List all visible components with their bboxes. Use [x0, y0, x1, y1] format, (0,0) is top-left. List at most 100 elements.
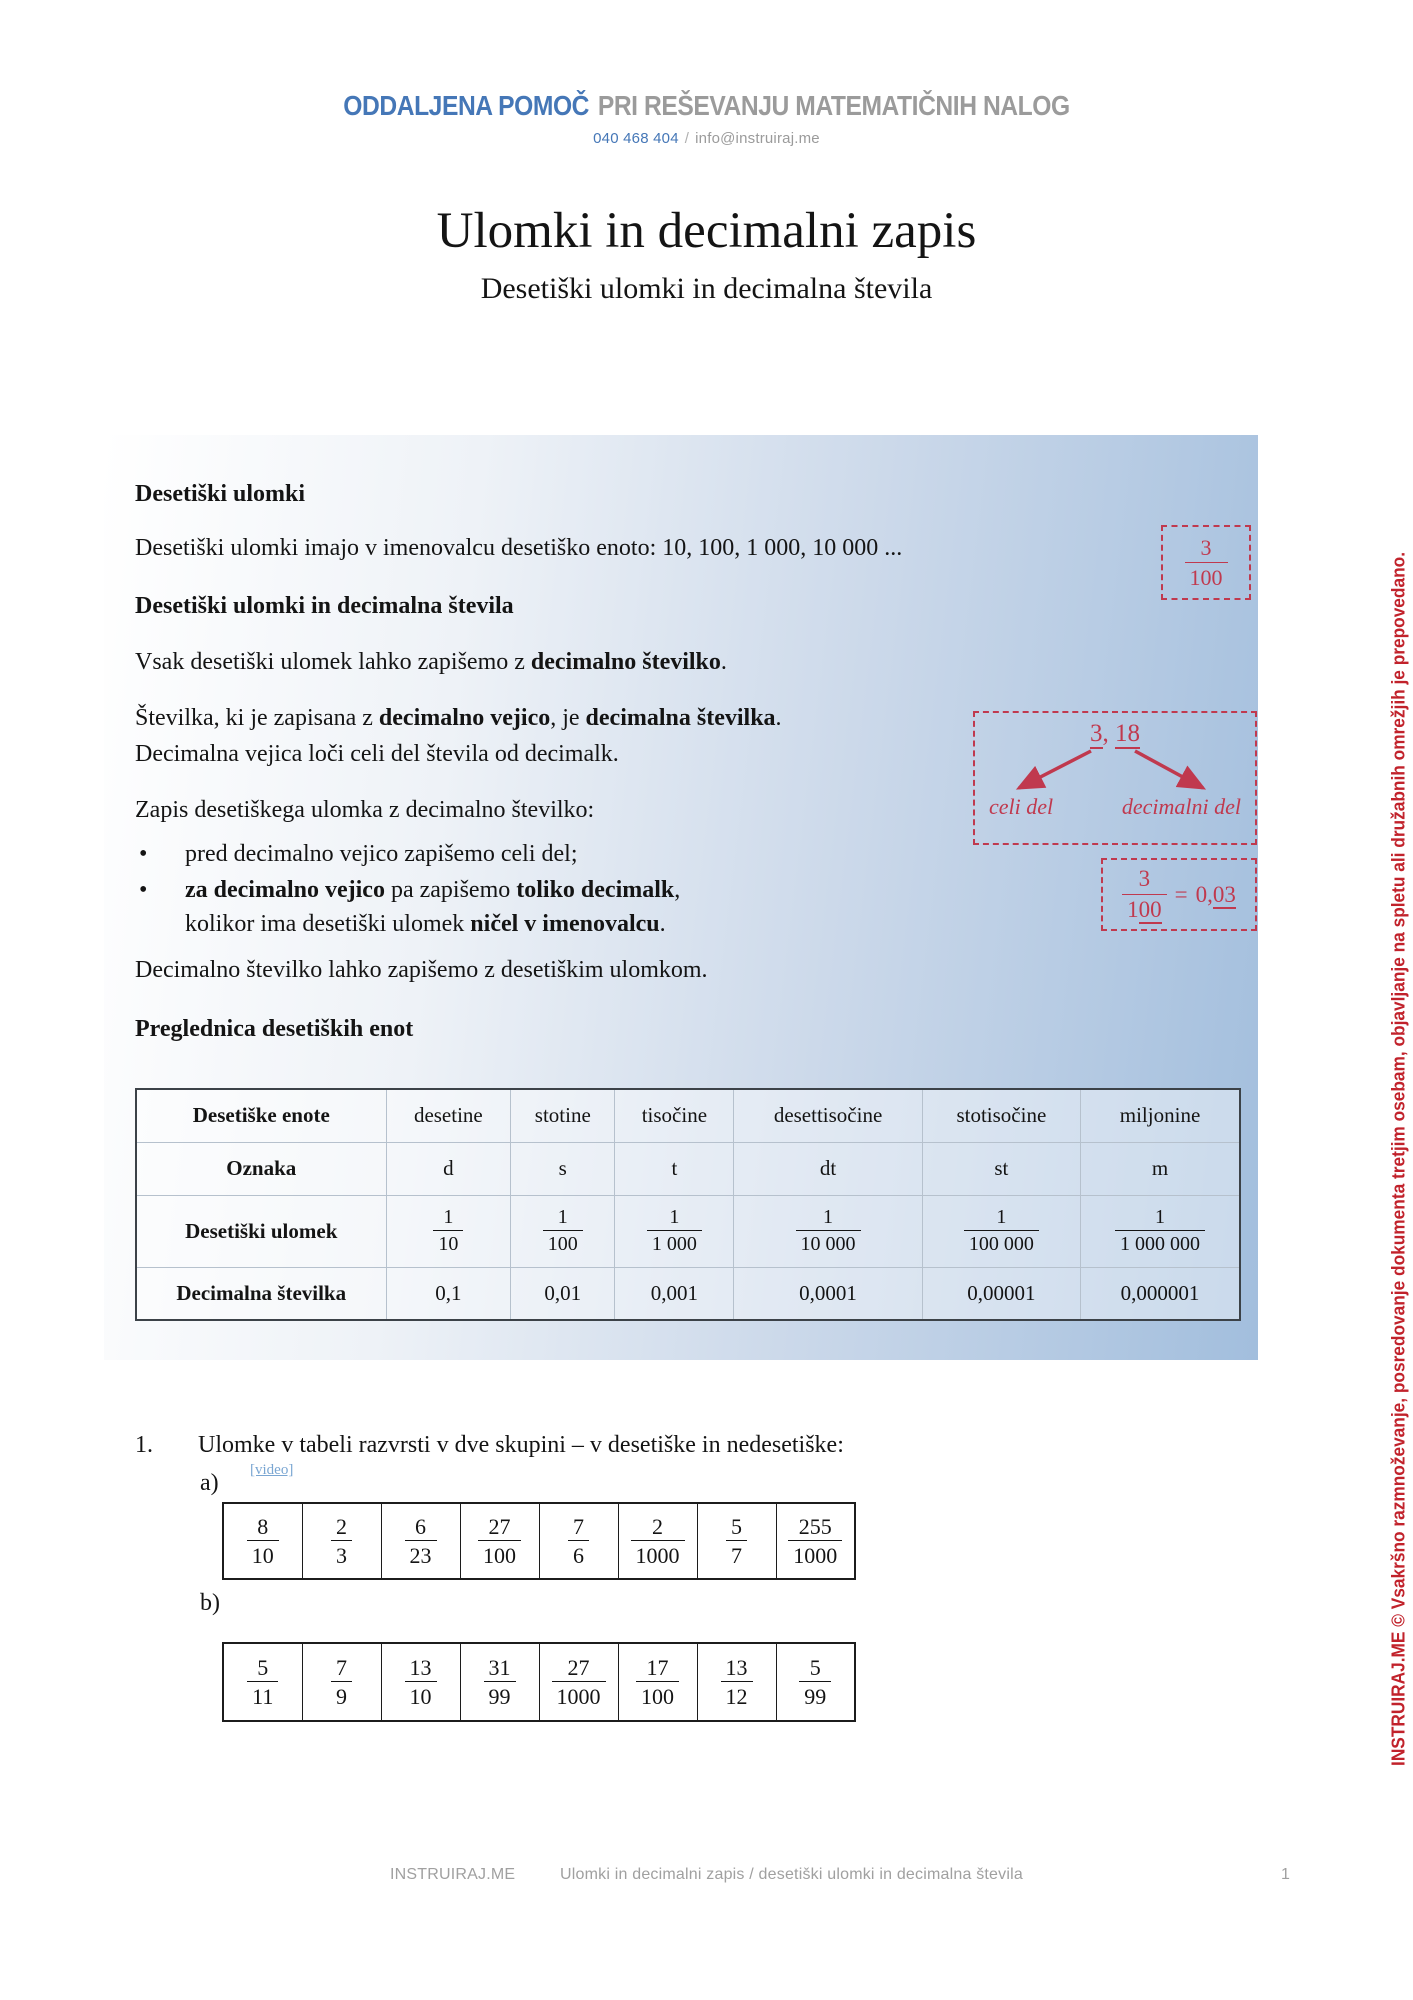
decimal-number-diagram: 3, 18 celi del decimalni del	[973, 711, 1257, 845]
text-run: Vsak desetiški ulomek lahko zapišemo z	[135, 649, 531, 675]
fraction-denominator: 11	[247, 1681, 279, 1711]
row-label: Desetiške enote	[135, 1088, 387, 1143]
diagram-labels: celi del decimalni del	[975, 794, 1255, 820]
fraction-numerator: 5	[809, 1654, 821, 1680]
fraction-denominator: 100 000	[963, 1230, 1039, 1257]
bullet-item: • za decimalno vejico pa zapišemo toliko…	[135, 873, 680, 941]
table-cell: 0,01	[510, 1266, 616, 1321]
paragraph: Decimalno številko lahko zapišemo z dese…	[135, 957, 708, 983]
fraction-numerator: 1	[823, 1206, 834, 1228]
footer-document-title: Ulomki in decimalni zapis / desetiški ul…	[560, 1866, 1023, 1883]
fraction-denominator: 23	[404, 1540, 437, 1570]
decimal-part: 18	[1115, 720, 1140, 749]
text-run: .	[720, 649, 727, 675]
fraction-numerator: 6	[415, 1513, 426, 1539]
fraction-denominator: 12	[720, 1681, 753, 1711]
table-cell: tisočine	[614, 1088, 735, 1143]
label-decimalni-del: decimalni del	[1121, 794, 1241, 819]
table-cell: m	[1080, 1141, 1241, 1196]
text-run-bold: ničel v imenovalcu	[470, 911, 660, 937]
fraction-numerator: 1	[443, 1206, 454, 1228]
table-cell: 31 99	[459, 1642, 540, 1722]
row-label: Desetiški ulomek	[135, 1194, 387, 1268]
table-row: Desetiški ulomek 1 10 1 100 1 1 000 1 10 000…	[135, 1194, 1241, 1268]
fraction-numerator: 255	[798, 1513, 832, 1539]
table-cell: stotisočine	[921, 1088, 1082, 1143]
fraction-denominator: 1000	[551, 1681, 606, 1711]
section-heading-preglednica: Preglednica desetiških enot	[135, 1016, 414, 1042]
brand-name: ODDALJENA POMOČ	[343, 90, 590, 121]
row-label: Decimalna številka	[135, 1266, 387, 1321]
fraction-denominator: 10	[246, 1540, 279, 1570]
text-run: .	[659, 911, 666, 937]
example-box-fraction-decimal: 3 100 = 0,03	[1101, 858, 1257, 931]
text-run-underlined: 03	[1212, 881, 1236, 909]
table-cell: 27 100	[459, 1502, 540, 1580]
fraction-numerator: 13	[409, 1654, 432, 1680]
page-subtitle: Desetiški ulomki in decimalna števila	[480, 272, 933, 305]
decimal-comma: ,	[1102, 720, 1115, 747]
fraction-numerator: 27	[488, 1513, 511, 1539]
exercise-part-b-label: b)	[200, 1590, 220, 1616]
fraction-denominator: 3	[331, 1540, 352, 1570]
fraction-denominator: 1000	[630, 1540, 685, 1570]
page-header: ODDALJENA POMOČ PRI REŠEVANJU MATEMATIČNI…	[0, 90, 1413, 147]
table-cell: t	[614, 1141, 735, 1196]
fraction-denominator: 1 000	[646, 1230, 702, 1257]
footer-page-number: 1	[1281, 1866, 1291, 1883]
fraction-numerator: 8	[257, 1513, 269, 1539]
page-title: Ulomki in decimalni zapis	[436, 203, 977, 259]
table-cell: dt	[733, 1141, 923, 1196]
fraction-numerator: 7	[336, 1654, 347, 1680]
fraction-numerator: 5	[257, 1654, 269, 1680]
text-run: 1	[1127, 896, 1139, 922]
arrow-down-right-icon	[1134, 749, 1207, 790]
fraction-numerator: 5	[731, 1513, 742, 1539]
fraction-denominator: 100	[1184, 561, 1228, 592]
table-cell: 1 100	[510, 1194, 616, 1268]
copyright-notice: INSTRUIRAJ.ME © Vsakršno razmnoževanje, …	[1389, 552, 1409, 1766]
table-cell: 27 1000	[538, 1642, 619, 1722]
bullet-item: • pred decimalno vejico zapišemo celi de…	[135, 837, 578, 871]
table-cell: 0,1	[385, 1266, 512, 1321]
text-run-bold: decimalno vejico	[378, 705, 551, 731]
table-cell: 0,001	[614, 1266, 735, 1321]
fraction-numerator: 17	[646, 1654, 669, 1680]
table-cell: 1 10 000	[733, 1194, 923, 1268]
table-cell: 13 10	[380, 1642, 461, 1722]
fraction: 3 100	[1122, 865, 1167, 925]
decimal-result: 0,03	[1196, 881, 1236, 909]
equals-sign: =	[1174, 881, 1188, 907]
table-cell: 1 100 000	[921, 1194, 1082, 1268]
table-cell: 0,00001	[921, 1266, 1082, 1321]
table-cell: st	[921, 1141, 1082, 1196]
text-run: kolikor ima desetiški ulomek	[185, 911, 471, 937]
text-run: .	[775, 705, 782, 731]
fraction-numerator: 3	[1200, 535, 1212, 560]
fraction-numerator: 27	[567, 1654, 590, 1680]
fraction-denominator: 6	[568, 1540, 589, 1570]
table-cell: 1 10	[385, 1194, 512, 1268]
fraction-numerator: 1	[557, 1206, 568, 1228]
video-link[interactable]: [video]	[250, 1462, 294, 1478]
diagram-number: 3, 18	[975, 713, 1255, 749]
table-cell: desettisočine	[733, 1088, 923, 1143]
table-cell: 6 23	[380, 1502, 461, 1580]
whole-part: 3	[1090, 720, 1103, 749]
fraction-numerator: 3	[1138, 865, 1151, 891]
table-row: Desetiške enote desetine stotine tisočin…	[135, 1088, 1241, 1143]
text-run: , je	[550, 705, 586, 731]
text-run: Številka, ki je zapisana z	[135, 705, 379, 731]
table-cell: 13 12	[696, 1642, 777, 1722]
contact-line: 040 468 404 / info@instruiraj.me	[0, 130, 1413, 147]
table-row: Decimalna številka 0,1 0,01 0,001 0,0001…	[135, 1266, 1241, 1321]
table-cell: 5 99	[775, 1642, 856, 1722]
email-address: info@instruiraj.me	[695, 130, 820, 147]
fraction-numerator: 2	[652, 1513, 663, 1539]
paragraph: Zapis desetiškega ulomka z decimalno šte…	[135, 797, 595, 823]
